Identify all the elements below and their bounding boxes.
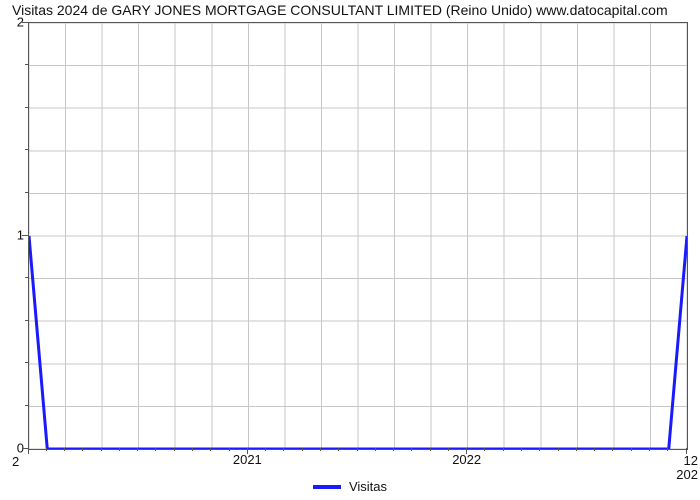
x-tick-mark xyxy=(229,448,230,451)
x-tick-mark xyxy=(521,448,522,451)
y-tick-mark xyxy=(25,64,28,65)
series-line xyxy=(29,236,687,449)
x-axis-tick: 2021 xyxy=(233,452,262,467)
legend-label: Visitas xyxy=(349,479,387,494)
x-tick-mark xyxy=(558,448,559,451)
y-axis-tick: 2 xyxy=(4,15,24,30)
x-tick-mark xyxy=(64,448,65,451)
x-tick-mark xyxy=(28,448,29,454)
plot-area xyxy=(28,22,688,450)
x-tick-mark xyxy=(46,448,47,451)
x-tick-mark xyxy=(576,448,577,451)
x-tick-mark xyxy=(82,448,83,451)
x-tick-mark xyxy=(448,448,449,451)
x-tick-mark xyxy=(649,448,650,451)
legend-swatch xyxy=(313,485,341,489)
x-tick-mark xyxy=(539,448,540,451)
x-tick-mark xyxy=(667,448,668,451)
y-tick-mark xyxy=(22,448,28,449)
y-tick-mark xyxy=(25,362,28,363)
y-tick-mark xyxy=(25,405,28,406)
legend: Visitas xyxy=(0,476,700,495)
x-tick-mark xyxy=(411,448,412,451)
x-tick-mark xyxy=(594,448,595,451)
x-tick-mark xyxy=(265,448,266,451)
x-tick-mark xyxy=(302,448,303,451)
x-tick-mark xyxy=(686,448,687,454)
x-tick-mark xyxy=(320,448,321,451)
x-tick-mark xyxy=(119,448,120,451)
y-tick-mark xyxy=(25,192,28,193)
x-tick-mark xyxy=(192,448,193,451)
y-tick-mark xyxy=(22,22,28,23)
x-tick-mark xyxy=(430,448,431,451)
x-tick-mark xyxy=(210,448,211,451)
x-tick-mark xyxy=(101,448,102,451)
x-tick-mark xyxy=(247,448,248,454)
x-tick-mark xyxy=(631,448,632,451)
x-axis-tick: 2022 xyxy=(452,452,481,467)
x-tick-mark xyxy=(484,448,485,451)
x-tick-mark xyxy=(375,448,376,451)
x-tick-mark xyxy=(283,448,284,451)
x-tick-mark xyxy=(357,448,358,451)
x-tick-mark xyxy=(503,448,504,451)
y-tick-mark xyxy=(25,277,28,278)
x-tick-mark xyxy=(466,448,467,454)
x-tick-mark xyxy=(338,448,339,451)
y-tick-mark xyxy=(25,149,28,150)
x-tick-mark xyxy=(612,448,613,451)
x-tick-mark xyxy=(393,448,394,451)
chart-title: Visitas 2024 de GARY JONES MORTGAGE CONS… xyxy=(12,2,668,18)
x-tick-mark xyxy=(137,448,138,451)
y-tick-mark xyxy=(25,320,28,321)
x-tick-mark xyxy=(155,448,156,451)
y-tick-mark xyxy=(25,107,28,108)
y-tick-mark xyxy=(22,235,28,236)
axis-extra-left: 2 xyxy=(12,454,19,469)
x-tick-mark xyxy=(174,448,175,451)
y-axis-tick: 1 xyxy=(4,228,24,243)
